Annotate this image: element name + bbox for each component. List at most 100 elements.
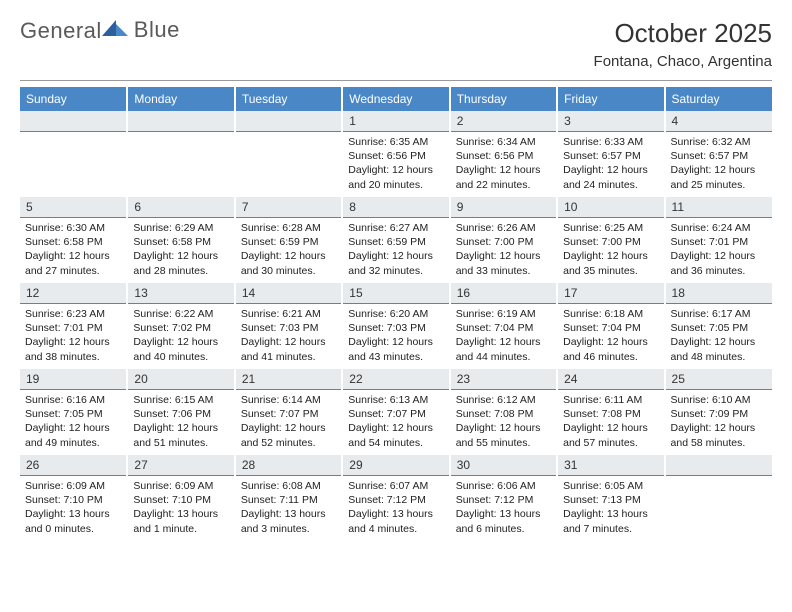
day-number: 6 xyxy=(128,197,233,218)
daylight-text: Daylight: 12 hours and 43 minutes. xyxy=(348,335,443,363)
calendar-cell: 24Sunrise: 6:11 AMSunset: 7:08 PMDayligh… xyxy=(557,369,664,455)
day-number: 24 xyxy=(558,369,663,390)
day-details: Sunrise: 6:05 AMSunset: 7:13 PMDaylight:… xyxy=(558,476,663,538)
sunset-text: Sunset: 6:56 PM xyxy=(456,149,551,163)
daylight-text: Daylight: 12 hours and 35 minutes. xyxy=(563,249,658,277)
daylight-text: Daylight: 12 hours and 54 minutes. xyxy=(348,421,443,449)
calendar-cell: 10Sunrise: 6:25 AMSunset: 7:00 PMDayligh… xyxy=(557,197,664,283)
day-details: Sunrise: 6:30 AMSunset: 6:58 PMDaylight:… xyxy=(20,218,126,280)
sunrise-text: Sunrise: 6:09 AM xyxy=(25,479,121,493)
calendar-cell xyxy=(127,111,234,197)
logo-triangle-icon xyxy=(102,20,130,38)
sunset-text: Sunset: 7:09 PM xyxy=(671,407,767,421)
calendar-week-row: 5Sunrise: 6:30 AMSunset: 6:58 PMDaylight… xyxy=(20,197,772,283)
day-number: 23 xyxy=(451,369,556,390)
day-details: Sunrise: 6:06 AMSunset: 7:12 PMDaylight:… xyxy=(451,476,556,538)
daylight-text: Daylight: 12 hours and 52 minutes. xyxy=(241,421,336,449)
day-details: Sunrise: 6:11 AMSunset: 7:08 PMDaylight:… xyxy=(558,390,663,452)
day-details: Sunrise: 6:25 AMSunset: 7:00 PMDaylight:… xyxy=(558,218,663,280)
calendar-cell xyxy=(665,455,772,541)
sunset-text: Sunset: 7:10 PM xyxy=(25,493,121,507)
daylight-text: Daylight: 12 hours and 49 minutes. xyxy=(25,421,121,449)
sunrise-text: Sunrise: 6:27 AM xyxy=(348,221,443,235)
day-number: 25 xyxy=(666,369,772,390)
day-number: 21 xyxy=(236,369,341,390)
day-number: 31 xyxy=(558,455,663,476)
day-number: 20 xyxy=(128,369,233,390)
daylight-text: Daylight: 13 hours and 4 minutes. xyxy=(348,507,443,535)
sunset-text: Sunset: 6:57 PM xyxy=(563,149,658,163)
day-number: 15 xyxy=(343,283,448,304)
sunrise-text: Sunrise: 6:15 AM xyxy=(133,393,228,407)
calendar-cell: 29Sunrise: 6:07 AMSunset: 7:12 PMDayligh… xyxy=(342,455,449,541)
day-number-empty xyxy=(236,111,341,132)
sunset-text: Sunset: 6:59 PM xyxy=(241,235,336,249)
weekday-header: Tuesday xyxy=(235,87,342,111)
calendar-cell: 16Sunrise: 6:19 AMSunset: 7:04 PMDayligh… xyxy=(450,283,557,369)
sunrise-text: Sunrise: 6:06 AM xyxy=(456,479,551,493)
day-details: Sunrise: 6:12 AMSunset: 7:08 PMDaylight:… xyxy=(451,390,556,452)
weekday-header-row: Sunday Monday Tuesday Wednesday Thursday… xyxy=(20,87,772,111)
daylight-text: Daylight: 12 hours and 38 minutes. xyxy=(25,335,121,363)
calendar-week-row: 26Sunrise: 6:09 AMSunset: 7:10 PMDayligh… xyxy=(20,455,772,541)
day-details: Sunrise: 6:32 AMSunset: 6:57 PMDaylight:… xyxy=(666,132,772,194)
calendar-cell: 19Sunrise: 6:16 AMSunset: 7:05 PMDayligh… xyxy=(20,369,127,455)
sunset-text: Sunset: 7:00 PM xyxy=(563,235,658,249)
weekday-header: Monday xyxy=(127,87,234,111)
day-details: Sunrise: 6:29 AMSunset: 6:58 PMDaylight:… xyxy=(128,218,233,280)
sunrise-text: Sunrise: 6:22 AM xyxy=(133,307,228,321)
calendar-cell: 6Sunrise: 6:29 AMSunset: 6:58 PMDaylight… xyxy=(127,197,234,283)
daylight-text: Daylight: 13 hours and 6 minutes. xyxy=(456,507,551,535)
calendar-week-row: 1Sunrise: 6:35 AMSunset: 6:56 PMDaylight… xyxy=(20,111,772,197)
day-details: Sunrise: 6:14 AMSunset: 7:07 PMDaylight:… xyxy=(236,390,341,452)
day-number: 27 xyxy=(128,455,233,476)
day-details: Sunrise: 6:23 AMSunset: 7:01 PMDaylight:… xyxy=(20,304,126,366)
sunset-text: Sunset: 7:12 PM xyxy=(348,493,443,507)
calendar-body: 1Sunrise: 6:35 AMSunset: 6:56 PMDaylight… xyxy=(20,111,772,541)
daylight-text: Daylight: 12 hours and 33 minutes. xyxy=(456,249,551,277)
sunrise-text: Sunrise: 6:13 AM xyxy=(348,393,443,407)
daylight-text: Daylight: 12 hours and 22 minutes. xyxy=(456,163,551,191)
sunrise-text: Sunrise: 6:25 AM xyxy=(563,221,658,235)
sunrise-text: Sunrise: 6:30 AM xyxy=(25,221,121,235)
sunset-text: Sunset: 7:01 PM xyxy=(25,321,121,335)
sunrise-text: Sunrise: 6:19 AM xyxy=(456,307,551,321)
sunrise-text: Sunrise: 6:20 AM xyxy=(348,307,443,321)
day-number-empty xyxy=(128,111,233,132)
day-details: Sunrise: 6:13 AMSunset: 7:07 PMDaylight:… xyxy=(343,390,448,452)
calendar-cell: 31Sunrise: 6:05 AMSunset: 7:13 PMDayligh… xyxy=(557,455,664,541)
day-number: 17 xyxy=(558,283,663,304)
calendar-cell xyxy=(20,111,127,197)
daylight-text: Daylight: 12 hours and 41 minutes. xyxy=(241,335,336,363)
sunrise-text: Sunrise: 6:32 AM xyxy=(671,135,767,149)
sunset-text: Sunset: 7:08 PM xyxy=(563,407,658,421)
calendar-cell: 18Sunrise: 6:17 AMSunset: 7:05 PMDayligh… xyxy=(665,283,772,369)
daylight-text: Daylight: 12 hours and 57 minutes. xyxy=(563,421,658,449)
day-details: Sunrise: 6:28 AMSunset: 6:59 PMDaylight:… xyxy=(236,218,341,280)
day-details: Sunrise: 6:09 AMSunset: 7:10 PMDaylight:… xyxy=(20,476,126,538)
day-number: 3 xyxy=(558,111,663,132)
daylight-text: Daylight: 12 hours and 32 minutes. xyxy=(348,249,443,277)
calendar-cell: 23Sunrise: 6:12 AMSunset: 7:08 PMDayligh… xyxy=(450,369,557,455)
sunset-text: Sunset: 7:03 PM xyxy=(348,321,443,335)
day-number-empty xyxy=(666,455,772,476)
sunrise-text: Sunrise: 6:10 AM xyxy=(671,393,767,407)
sunrise-text: Sunrise: 6:34 AM xyxy=(456,135,551,149)
calendar-cell: 12Sunrise: 6:23 AMSunset: 7:01 PMDayligh… xyxy=(20,283,127,369)
day-details: Sunrise: 6:33 AMSunset: 6:57 PMDaylight:… xyxy=(558,132,663,194)
logo-word-2: Blue xyxy=(134,17,180,42)
day-details: Sunrise: 6:16 AMSunset: 7:05 PMDaylight:… xyxy=(20,390,126,452)
day-number: 28 xyxy=(236,455,341,476)
daylight-text: Daylight: 12 hours and 27 minutes. xyxy=(25,249,121,277)
sunrise-text: Sunrise: 6:08 AM xyxy=(241,479,336,493)
calendar-cell: 11Sunrise: 6:24 AMSunset: 7:01 PMDayligh… xyxy=(665,197,772,283)
daylight-text: Daylight: 12 hours and 20 minutes. xyxy=(348,163,443,191)
weekday-header: Wednesday xyxy=(342,87,449,111)
day-number: 18 xyxy=(666,283,772,304)
sunrise-text: Sunrise: 6:05 AM xyxy=(563,479,658,493)
day-details: Sunrise: 6:35 AMSunset: 6:56 PMDaylight:… xyxy=(343,132,448,194)
calendar-cell: 20Sunrise: 6:15 AMSunset: 7:06 PMDayligh… xyxy=(127,369,234,455)
calendar-cell: 25Sunrise: 6:10 AMSunset: 7:09 PMDayligh… xyxy=(665,369,772,455)
sunrise-text: Sunrise: 6:21 AM xyxy=(241,307,336,321)
day-details: Sunrise: 6:19 AMSunset: 7:04 PMDaylight:… xyxy=(451,304,556,366)
